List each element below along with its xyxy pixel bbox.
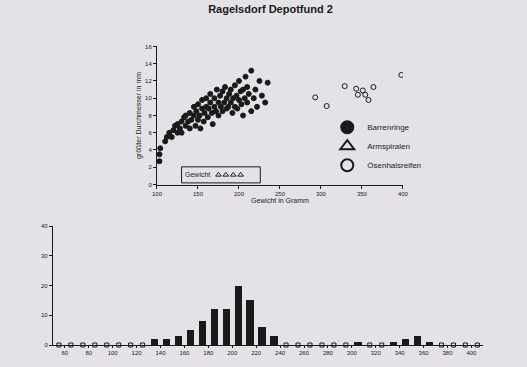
- svg-text:320: 320: [371, 350, 382, 356]
- svg-text:200: 200: [234, 191, 245, 197]
- svg-text:60: 60: [62, 350, 69, 356]
- svg-text:0: 0: [44, 342, 48, 348]
- svg-text:100: 100: [152, 191, 163, 197]
- svg-text:300: 300: [347, 350, 358, 356]
- svg-text:120: 120: [132, 350, 143, 356]
- svg-text:Gewicht in Gramm: Gewicht in Gramm: [251, 197, 309, 204]
- svg-text:140: 140: [156, 350, 167, 356]
- svg-text:180: 180: [203, 350, 214, 356]
- svg-text:Armspiralen: Armspiralen: [367, 142, 410, 151]
- svg-text:260: 260: [299, 350, 310, 356]
- svg-text:360: 360: [419, 350, 430, 356]
- svg-text:100: 100: [108, 350, 119, 356]
- svg-text:30: 30: [41, 253, 48, 259]
- svg-text:240: 240: [275, 350, 286, 356]
- svg-text:350: 350: [357, 191, 368, 197]
- svg-text:12: 12: [145, 78, 152, 84]
- svg-text:300: 300: [316, 191, 327, 197]
- svg-text:10: 10: [145, 95, 152, 101]
- svg-text:4: 4: [148, 147, 152, 153]
- svg-text:400: 400: [466, 350, 477, 356]
- svg-text:8: 8: [148, 113, 152, 119]
- svg-text:Gewicht: Gewicht: [185, 171, 210, 178]
- svg-text:40: 40: [41, 223, 48, 229]
- svg-text:Barrenringe: Barrenringe: [367, 123, 409, 132]
- svg-text:14: 14: [145, 61, 152, 67]
- svg-text:250: 250: [275, 191, 286, 197]
- svg-text:400: 400: [398, 191, 409, 197]
- svg-text:150: 150: [193, 191, 204, 197]
- svg-text:160: 160: [179, 350, 190, 356]
- svg-text:Ragelsdorf Depotfund 2: Ragelsdorf Depotfund 2: [208, 3, 333, 15]
- svg-text:2: 2: [148, 164, 152, 170]
- svg-text:340: 340: [395, 350, 406, 356]
- svg-text:16: 16: [145, 44, 152, 50]
- svg-text:80: 80: [85, 350, 92, 356]
- svg-text:200: 200: [227, 350, 238, 356]
- svg-text:10: 10: [41, 312, 48, 318]
- svg-text:Ösenhalsreifen: Ösenhalsreifen: [367, 161, 421, 170]
- svg-text:0: 0: [148, 182, 152, 188]
- svg-text:20: 20: [41, 283, 48, 289]
- svg-text:380: 380: [442, 350, 453, 356]
- svg-text:größter Durchmesser in mm: größter Durchmesser in mm: [135, 72, 143, 159]
- svg-text:6: 6: [148, 130, 152, 136]
- svg-text:280: 280: [323, 350, 334, 356]
- svg-text:220: 220: [251, 350, 262, 356]
